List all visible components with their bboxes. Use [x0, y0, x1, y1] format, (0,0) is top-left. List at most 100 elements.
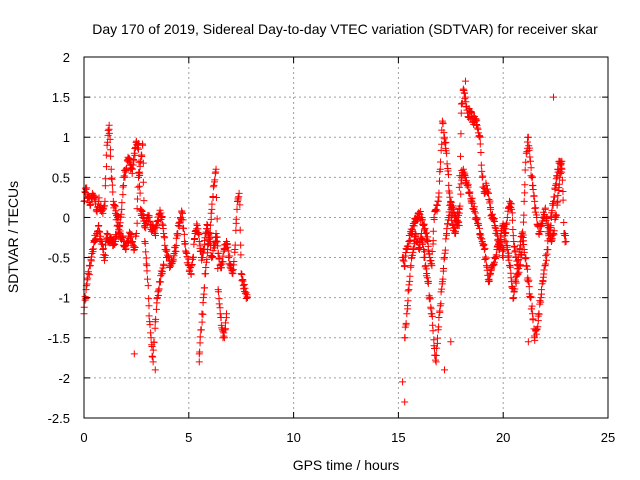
data-point: [189, 253, 197, 261]
data-point: [130, 350, 138, 358]
data-point: [457, 190, 465, 198]
data-point: [202, 270, 210, 278]
data-point: [144, 282, 152, 290]
y-tick-label: -1.5: [48, 331, 70, 346]
data-point: [200, 290, 208, 298]
data-point: [127, 231, 135, 239]
data-point: [139, 159, 147, 167]
data-point: [143, 267, 151, 275]
data-point: [136, 189, 144, 197]
data-point: [521, 189, 529, 197]
data-point: [216, 304, 224, 312]
data-point: [528, 302, 536, 310]
data-point: [452, 227, 460, 235]
data-point: [399, 378, 407, 386]
data-point: [118, 205, 126, 213]
data-point: [84, 268, 92, 276]
data-point: [134, 144, 142, 152]
data-point: [509, 232, 517, 240]
data-point: [151, 366, 159, 374]
data-point: [158, 213, 166, 221]
data-point: [457, 180, 465, 188]
data-point: [200, 284, 208, 292]
data-point: [206, 229, 214, 237]
data-point: [101, 197, 109, 205]
data-point: [529, 185, 537, 193]
data-point: [475, 224, 483, 232]
data-point: [559, 196, 567, 204]
data-point: [486, 197, 494, 205]
data-point: [220, 329, 228, 337]
data-point: [480, 246, 488, 254]
data-point: [429, 237, 437, 245]
data-point: [464, 181, 472, 189]
chart-title: Day 170 of 2019, Sidereal Day-to-day VTE…: [92, 21, 598, 37]
data-point: [509, 226, 517, 234]
data-point: [479, 172, 487, 180]
data-point: [547, 222, 555, 230]
data-point: [401, 262, 409, 270]
data-point: [126, 229, 134, 237]
data-point: [446, 211, 454, 219]
data-point: [424, 246, 432, 254]
data-point: [91, 192, 99, 200]
data-point: [215, 300, 223, 308]
data-point: [502, 238, 510, 246]
data-point: [533, 213, 541, 221]
y-tick-label: -2.5: [48, 411, 70, 426]
data-point: [474, 129, 482, 137]
data-point: [102, 175, 110, 183]
data-point: [148, 343, 156, 351]
data-point: [477, 149, 485, 157]
y-tick-labels: 2 1.5 1 0.5 0 -0.5 -1 -1.5 -2 -2.5: [48, 50, 70, 426]
data-point: [509, 216, 517, 224]
data-point: [186, 264, 194, 272]
data-point: [470, 207, 478, 215]
data-point: [210, 181, 218, 189]
data-point: [513, 271, 521, 279]
data-point: [83, 276, 91, 284]
data-point: [545, 229, 553, 237]
data-point: [521, 181, 529, 189]
data-point: [406, 237, 414, 245]
data-point: [433, 201, 441, 209]
data-point: [512, 273, 520, 281]
data-point: [237, 251, 245, 259]
data-point: [422, 262, 430, 270]
data-point: [178, 208, 186, 216]
data-point: [163, 246, 171, 254]
data-point: [216, 310, 224, 318]
data-point: [555, 187, 563, 195]
data-point: [145, 212, 153, 220]
data-points: [80, 77, 570, 406]
data-point: [101, 182, 109, 190]
data-point: [205, 240, 213, 248]
data-point: [544, 246, 552, 254]
data-point: [435, 323, 443, 331]
data-point: [443, 149, 451, 157]
data-point: [202, 264, 210, 272]
data-point: [198, 253, 206, 261]
data-point: [221, 319, 229, 327]
data-point: [433, 344, 441, 352]
data-point: [432, 356, 440, 364]
data-point: [471, 209, 479, 217]
data-point: [419, 239, 427, 247]
data-point: [553, 199, 561, 207]
x-tick-label: 25: [601, 430, 615, 445]
data-point: [213, 233, 221, 241]
data-point: [107, 152, 115, 160]
data-point: [537, 290, 545, 298]
data-point: [155, 285, 163, 293]
data-point: [92, 235, 100, 243]
data-point: [526, 153, 534, 161]
data-point: [132, 229, 140, 237]
data-point: [196, 333, 204, 341]
data-point: [212, 237, 220, 245]
data-point: [106, 135, 114, 143]
data-point: [478, 167, 486, 175]
data-point: [426, 295, 434, 303]
data-point: [408, 226, 416, 234]
data-point: [108, 181, 116, 189]
data-point: [195, 230, 203, 238]
